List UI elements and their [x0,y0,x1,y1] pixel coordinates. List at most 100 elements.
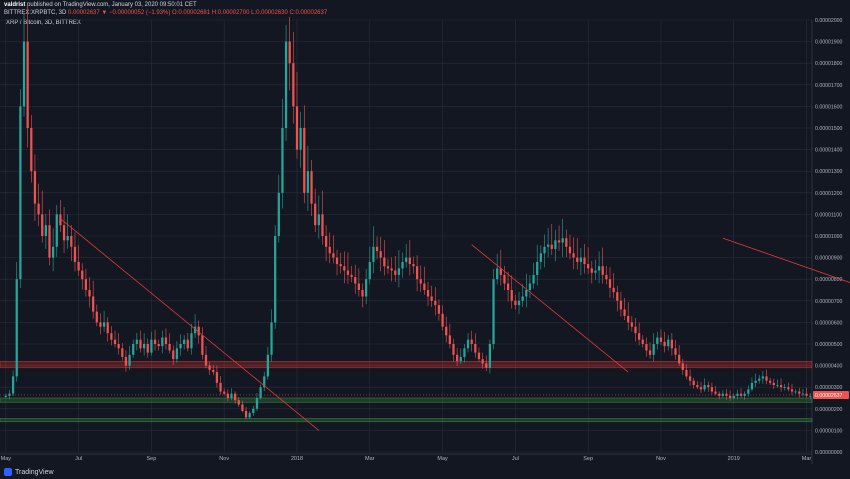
candle [641,339,644,344]
candle [514,300,517,306]
candle [128,354,131,366]
candle [667,339,670,347]
candle [510,290,513,301]
candle [142,344,146,349]
candle [576,257,579,262]
candle [244,410,248,418]
ohlc-line: BITTREX:XRPBTC, 3D 0.00002637 ▼ −0.00000… [4,10,327,16]
y-tick-label: 0.00000000 [815,450,843,456]
candle [434,300,437,306]
candle [710,387,714,392]
candle [394,270,397,275]
trend-line [60,218,320,431]
candle [637,333,641,340]
candle [274,236,277,323]
support-zone [0,397,813,403]
candle [678,354,681,364]
candle [226,393,229,398]
candle [350,274,353,278]
candle [22,41,26,107]
candle [412,264,415,267]
candle [437,305,441,314]
candle [73,246,77,262]
candle [383,257,386,267]
tradingview-logo-text: TradingView [15,468,54,476]
candle [55,214,58,247]
candle [102,322,106,327]
candle [532,274,535,284]
candle [415,266,419,280]
candle [346,270,350,275]
candle [335,257,339,265]
candle [372,246,375,262]
candle [699,387,703,390]
ohlc-values: O:0.00002681 H:0.00002700 L:0.00002630 C… [172,10,328,16]
candle [798,391,801,394]
candle [252,408,255,414]
candle [594,270,597,273]
support-zone [0,418,813,423]
x-tick-label: Nov [656,456,666,462]
candle [685,369,688,377]
candle [543,246,546,254]
candle [463,348,466,357]
y-tick-label: 0.00001200 [815,191,843,197]
candlestick-chart[interactable]: 0.00000000 0.00000100 0.00000200 0.00000300… [0,0,850,466]
candle [488,344,492,368]
candle [310,171,313,204]
candle [663,341,666,347]
candle [783,387,786,388]
candle [113,339,117,344]
candle [52,246,55,258]
candle [361,290,364,297]
candle [197,326,200,336]
x-tick-label: Nov [219,456,229,462]
candle [295,106,299,150]
candle [776,385,779,386]
candle [583,257,586,265]
candle [732,395,735,398]
candle [59,214,62,226]
candle [299,128,302,150]
candle [172,350,175,360]
candle [466,339,470,349]
candle [212,369,215,373]
tradingview-logo[interactable]: TradingView [4,468,54,476]
candle [41,214,44,236]
candle [306,171,310,193]
candle [630,322,633,327]
candle [736,393,739,396]
candle [492,279,495,344]
y-tick-label: 0.00000200 [815,407,843,413]
publisher-name[interactable]: valdrist [4,2,26,8]
candle [193,326,197,334]
candle [190,333,193,349]
series-legend: XRP / Bitcoin, 3D, BITTREX [6,20,81,26]
candle [459,356,462,362]
candle [179,344,182,349]
candle [390,268,393,271]
candle [554,240,557,249]
candle [357,283,360,290]
candle [674,348,677,355]
candle [430,296,433,301]
candle [70,236,73,247]
candle [168,344,171,351]
candle [201,335,204,355]
y-tick-label: 0.00000300 [815,385,843,391]
candle [365,279,368,297]
y-tick-label: 0.00001600 [815,104,843,110]
candle [26,41,29,128]
candle [186,339,189,349]
candle [288,41,291,64]
candle [696,385,699,388]
candle [321,214,324,236]
candle [692,380,695,386]
x-tick-label: Mar [802,456,812,462]
candle [354,277,357,284]
candle [608,279,612,288]
candle [223,391,226,394]
candle [332,253,335,258]
candle [132,344,135,355]
candle [525,290,528,297]
